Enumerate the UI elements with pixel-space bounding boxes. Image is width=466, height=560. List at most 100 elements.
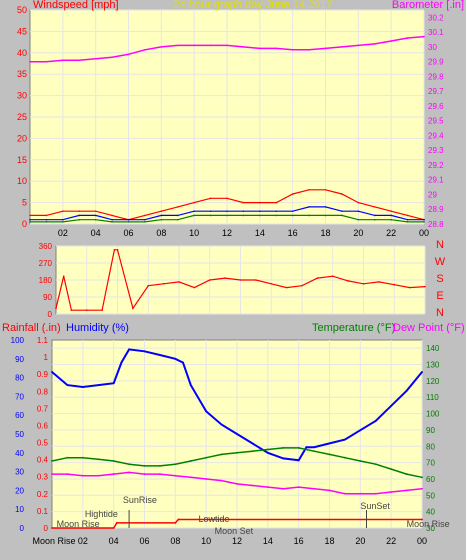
gust_low-point xyxy=(160,218,163,221)
temperature-y-tick-label: 70 xyxy=(426,459,435,468)
wind-series xyxy=(29,35,425,223)
direction-point xyxy=(147,284,150,287)
temperature-point xyxy=(97,458,100,461)
humidity-y-tick-label: 20 xyxy=(15,486,24,495)
gust_low-point xyxy=(226,214,228,217)
direction-point xyxy=(255,279,257,281)
direction-point xyxy=(285,286,288,289)
temperature-y-tick-label: 60 xyxy=(426,475,435,484)
barometer-y-tick-label: 30 xyxy=(428,43,437,52)
rainfall-point xyxy=(177,518,180,521)
rainfall-y-tick-label: 0.1 xyxy=(37,507,49,516)
temperature-point xyxy=(313,450,315,453)
dewpoint-point xyxy=(236,482,238,485)
direction-point xyxy=(162,282,165,285)
barometer-y-tick-label: 29 xyxy=(428,190,437,199)
barometer-point xyxy=(226,44,228,47)
temperature-point xyxy=(251,450,254,453)
wind-point xyxy=(160,210,163,212)
dewpoint-point xyxy=(328,489,331,492)
wind-y-tick-label: 15 xyxy=(17,155,27,165)
direction-point xyxy=(378,281,380,283)
direction-y-tick-label: 360 xyxy=(39,242,53,251)
rainfall-y-tick-label: 0 xyxy=(44,524,49,533)
compass-letter: N xyxy=(436,239,444,251)
dewpoint-point xyxy=(205,478,208,480)
astro-annotation: SunRise xyxy=(123,495,157,505)
climate-x-tick-label: 04 xyxy=(109,536,119,546)
dewpoint-point xyxy=(405,489,408,492)
humidity-axis-label: Humidity (%) xyxy=(66,322,129,334)
humidity-point xyxy=(390,404,393,407)
temperature-point xyxy=(297,446,300,449)
temperature-y-tick-label: 140 xyxy=(426,344,440,353)
temperature-point xyxy=(359,460,362,462)
dewpoint-point xyxy=(97,474,100,477)
chart-title: 24 hour graph day June 14 2017 xyxy=(173,0,332,11)
wind-point xyxy=(144,214,146,217)
gust_mid-point xyxy=(62,218,64,221)
gust_low-point xyxy=(291,214,294,217)
wind-point xyxy=(242,201,245,204)
wind-y-tick-label: 45 xyxy=(17,26,27,36)
climate-x-tick-label: 08 xyxy=(170,536,180,546)
climate-x-tick-label: 00 xyxy=(417,536,427,546)
direction-point xyxy=(224,277,226,279)
gust_low-point xyxy=(78,218,81,221)
humidity-point xyxy=(305,446,308,449)
humidity-y-tick-label: 70 xyxy=(15,392,24,401)
dewpoint-point xyxy=(359,492,362,495)
dewpoint-point xyxy=(421,487,423,490)
rainfall-y-tick-label: 0.8 xyxy=(37,387,49,396)
climate-x-tick-label: 18 xyxy=(324,536,334,546)
barometer-point xyxy=(324,47,327,50)
temperature-point xyxy=(266,448,269,451)
gust_mid-point xyxy=(78,214,81,217)
climate-x-tick-label: 12 xyxy=(232,536,242,546)
wind-point xyxy=(226,197,228,200)
dewpoint-point xyxy=(112,473,115,475)
temperature-point xyxy=(128,463,130,466)
compass-letter: N xyxy=(436,307,444,319)
wind-point xyxy=(373,206,376,208)
climate-x-tick-label: 02 xyxy=(78,536,88,546)
barometer-y-tick-label: 29.7 xyxy=(428,87,444,96)
temperature-y-tick-label: 40 xyxy=(426,508,435,517)
gust_mid-point xyxy=(209,210,212,212)
wind-point xyxy=(259,201,261,204)
barometer-y-tick-label: 28.9 xyxy=(428,205,444,214)
humidity-point xyxy=(81,386,84,388)
barometer-point xyxy=(423,35,425,38)
humidity-y-tick-label: 10 xyxy=(15,505,24,514)
temperature-point xyxy=(421,476,423,479)
wind-y-tick-label: 40 xyxy=(17,48,27,58)
dewpoint-point xyxy=(282,487,285,490)
temperature-point xyxy=(174,463,177,466)
temperature-axis-label: Temperature (°F) xyxy=(312,322,395,334)
barometer-point xyxy=(406,37,409,39)
wind-x-tick-label: 16 xyxy=(288,228,298,238)
barometer-point xyxy=(29,60,31,63)
barometer-point xyxy=(111,56,113,59)
wind-x-tick-label: 18 xyxy=(320,228,330,238)
temperature-point xyxy=(328,453,331,456)
gust_mid-point xyxy=(176,214,179,217)
barometer-y-tick-label: 30.1 xyxy=(428,28,444,37)
dewpoint-axis-label: Dew Point (°F) xyxy=(393,322,465,334)
rainfall-point xyxy=(421,518,423,521)
compass-letter: E xyxy=(436,290,443,302)
temperature-point xyxy=(159,464,161,467)
humidity-point xyxy=(297,459,300,462)
gust_low-point xyxy=(209,214,212,217)
rainfall-y-tick-label: 0.2 xyxy=(37,490,49,499)
humidity-point xyxy=(205,410,208,413)
direction-tick-labels: 0 90 180 270 360 xyxy=(39,242,53,319)
temperature-point xyxy=(143,464,146,467)
gust_mid-point xyxy=(144,218,146,221)
humidity-point xyxy=(359,429,362,432)
temperature-point xyxy=(66,456,69,459)
gust_low-point xyxy=(176,218,179,221)
gust_mid-point xyxy=(29,218,31,221)
humidity-point xyxy=(282,457,285,460)
